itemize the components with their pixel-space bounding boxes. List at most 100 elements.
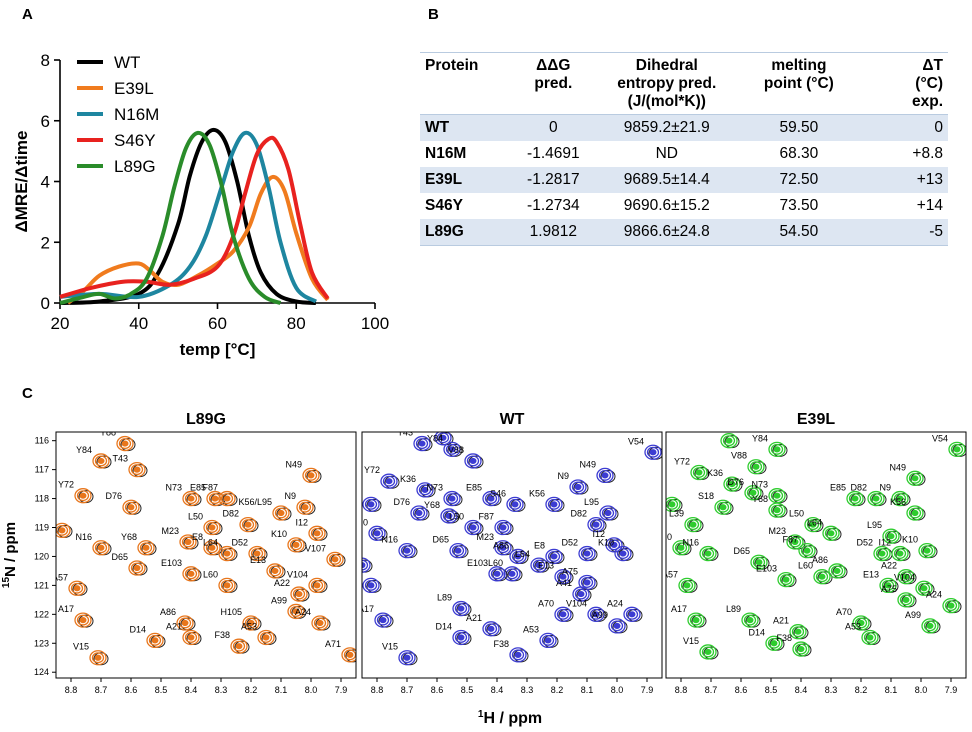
peak-e13: E13	[250, 555, 286, 579]
peak-a24: A24	[926, 590, 962, 614]
peak-d65: D65	[432, 535, 469, 559]
peak-contour-mid	[454, 632, 468, 643]
peak-contour-outer	[861, 629, 879, 646]
table-row: S46Y -1.2734 9690.6±15.2 73.50 +14	[420, 193, 948, 219]
peak-label: V54	[932, 433, 948, 443]
peak-l64: L64	[203, 538, 238, 562]
peak-contour-outer	[699, 545, 717, 562]
x-tick-label: 7.9	[945, 685, 958, 695]
peak-a99: A99	[271, 595, 307, 620]
x-tick-label: 8.6	[125, 685, 138, 695]
peak-label: N49	[889, 462, 906, 472]
peak-contour-mid	[899, 594, 913, 606]
x-tick-label: 8.8	[675, 685, 688, 695]
peak-contour-inner	[362, 562, 366, 569]
peak-contour-outer	[182, 566, 200, 582]
peak-contour-outer	[690, 464, 708, 481]
peak-contour-outer	[92, 540, 110, 556]
peak-label: N49	[285, 459, 302, 469]
peak-label: A53	[523, 624, 539, 634]
x-tick-label: 8.2	[551, 685, 564, 695]
table-header-line: Dihedral	[635, 57, 698, 74]
peak-contour-inner	[223, 550, 231, 557]
peak-contour-outer	[410, 505, 428, 521]
peak-contour-inner	[791, 538, 799, 546]
peak-label: D52	[856, 538, 873, 548]
peak-label: E7	[342, 549, 353, 559]
peak-contour-outer	[92, 453, 110, 469]
peak-label: S18	[698, 491, 714, 501]
x-tick-label: 100	[361, 314, 389, 333]
peak-k10: K10	[271, 529, 307, 553]
peak-d14: D14	[748, 627, 785, 651]
peak-contour-mid	[208, 493, 222, 505]
peak-label: L60	[203, 569, 218, 579]
y-tick-label: 116	[35, 436, 49, 446]
peak-contour-mid	[442, 510, 456, 522]
x-tick-label: 8.1	[885, 685, 898, 695]
peak-contour-outer	[596, 467, 614, 484]
peak-contour-outer	[416, 482, 434, 498]
peak-contour-inner	[613, 622, 621, 630]
series-line-n16m	[59, 130, 318, 304]
peak-contour-inner	[235, 643, 243, 650]
peak-contour-inner	[833, 567, 841, 575]
peak-contour-outer	[287, 537, 305, 553]
x-tick-label: 40	[129, 314, 148, 333]
peak-label: A21	[466, 613, 482, 623]
peak-contour-mid	[589, 608, 603, 620]
peak-contour-outer	[587, 606, 605, 622]
peak-a70: A70	[836, 607, 872, 631]
peak-contour-inner	[307, 472, 315, 479]
peak-contour-inner	[649, 449, 657, 456]
peak-contour-inner	[97, 544, 105, 551]
peak-label: D52	[561, 538, 578, 548]
peak-a86: A86	[812, 555, 848, 579]
peak-label: V104	[894, 572, 915, 582]
peak-label: A70	[538, 598, 554, 608]
peak-label: E13	[250, 555, 266, 565]
peak-label: D82	[222, 509, 239, 519]
peak-label: A75	[881, 584, 897, 594]
peak-contour-mid	[70, 582, 84, 594]
peak-label: L89	[726, 604, 741, 614]
table-header-line: (°C)	[915, 75, 943, 92]
peak-v104: V104	[894, 572, 935, 596]
peak-contour-mid	[824, 527, 838, 539]
series-line-s46y	[59, 135, 330, 300]
peak-contour-mid	[220, 548, 234, 560]
peak-label: F38	[776, 633, 792, 643]
series-line-e39l	[66, 174, 330, 305]
y-tick-label: 2	[41, 233, 50, 252]
peak-contour-mid	[899, 571, 913, 583]
peak-contour-outer	[248, 545, 266, 562]
peak-contour-outer	[554, 569, 572, 585]
peak-label: Y72	[674, 457, 690, 467]
peak-y72: Y72	[674, 457, 710, 481]
peak-label: D65	[111, 552, 128, 562]
peak-contour-inner	[499, 524, 507, 531]
y-axis-title: 15N / ppm	[1, 522, 19, 588]
peak-contour-mid	[178, 617, 192, 629]
peak-contour-mid	[689, 614, 703, 626]
peak-label: M23	[768, 526, 786, 536]
peak-contour-outer	[530, 557, 548, 573]
peak-label: R20	[655, 532, 672, 542]
peak-contour-outer	[768, 502, 786, 518]
y-tick-label: 8	[41, 51, 50, 70]
peak-contour-mid	[854, 617, 868, 629]
peak-label: V15	[73, 642, 89, 652]
peak-label: Y84	[427, 433, 443, 443]
peak-a17: A17	[362, 604, 394, 628]
peak-contour-outer	[678, 577, 696, 594]
peak-label: Y72	[58, 480, 74, 490]
peak-contour-inner	[592, 611, 600, 618]
peak-contour-inner	[184, 538, 192, 546]
peak-contour-mid	[508, 498, 522, 510]
peak-contour-inner	[610, 541, 618, 548]
peak-label: A75	[562, 566, 578, 576]
peak-contour-outer	[218, 577, 236, 594]
peak-contour-mid	[250, 548, 264, 560]
peak-contour-mid	[400, 652, 414, 664]
peak-contour-outer	[744, 485, 762, 501]
